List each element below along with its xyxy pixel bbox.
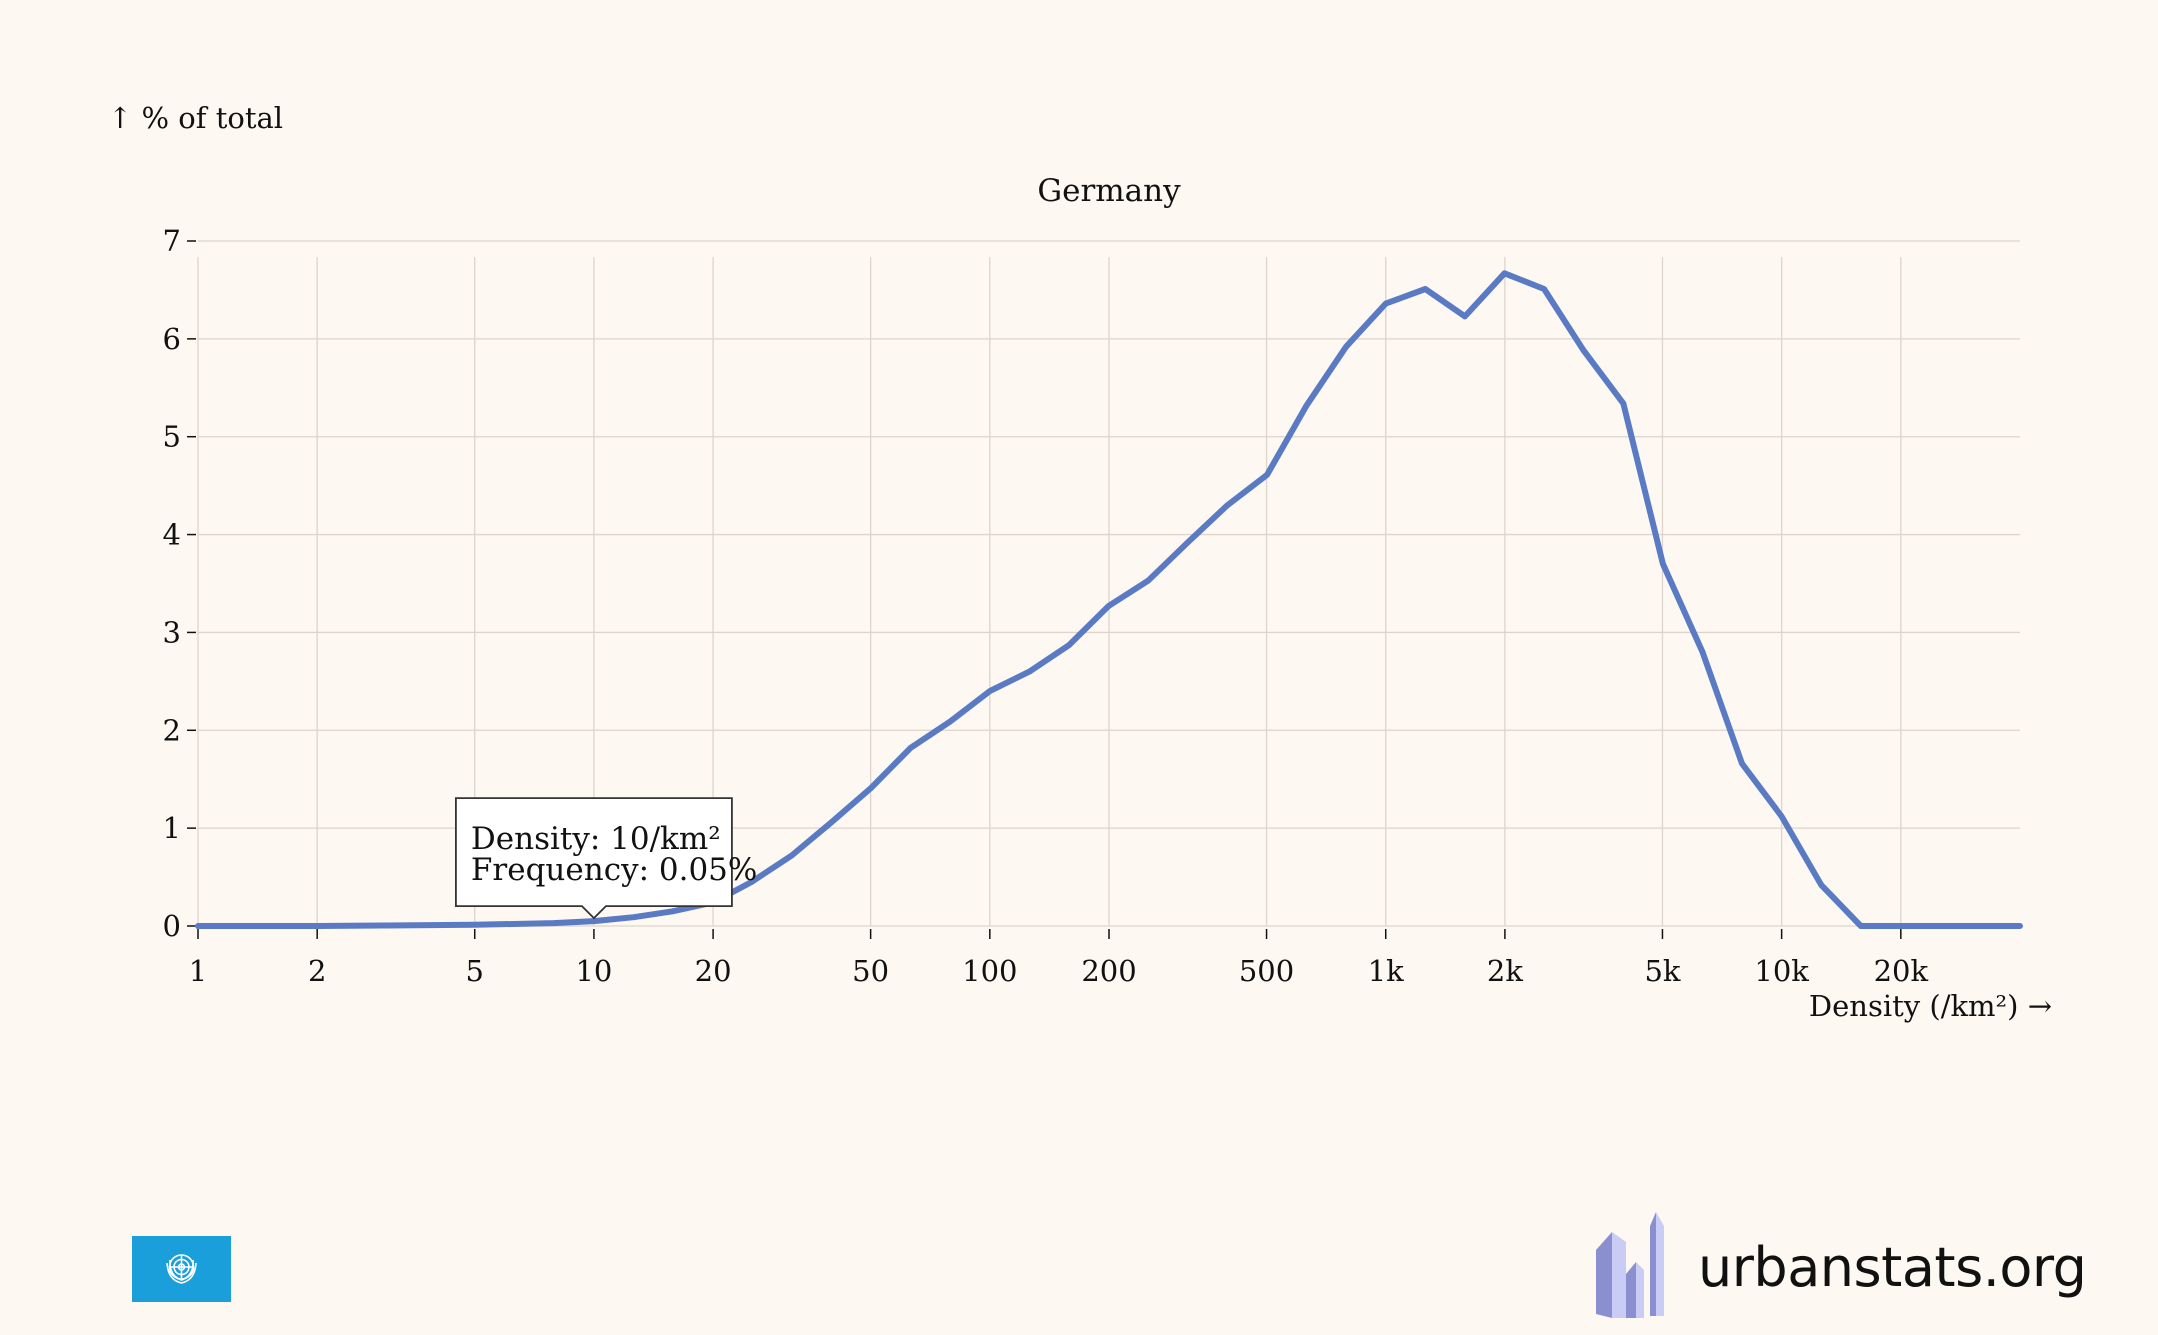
hover-tooltip: Density: 10/km² Frequency: 0.05%	[455, 797, 757, 920]
chart-title: Germany	[1037, 173, 1181, 209]
tooltip-box	[455, 797, 733, 920]
x-tick-label: 5k	[1644, 954, 1680, 988]
y-tick-label: 7	[163, 224, 181, 258]
y-tick-label: 1	[163, 811, 181, 845]
x-tick-label: 500	[1239, 954, 1294, 988]
x-tick-label: 200	[1081, 954, 1136, 988]
x-tick-label: 100	[962, 954, 1017, 988]
x-tick-label: 1	[189, 954, 207, 988]
x-tick-label: 2k	[1487, 954, 1523, 988]
x-tick-label: 20k	[1874, 954, 1929, 988]
x-tick-label: 2	[308, 954, 326, 988]
x-tick-label: 10	[575, 954, 612, 988]
tooltip-frequency-text: Frequency: 0.05%	[471, 852, 757, 888]
y-tick-label: 0	[163, 909, 181, 943]
y-tick-label: 3	[163, 615, 181, 649]
density-series-line	[195, 270, 2023, 929]
x-tick-label: 10k	[1754, 954, 1809, 988]
y-tick-label: 5	[163, 420, 181, 454]
series-layer	[195, 270, 2023, 929]
x-tick-label: 1k	[1368, 954, 1404, 988]
y-axis-label: ↑ % of total	[108, 101, 283, 135]
un-flag-icon	[132, 1236, 231, 1302]
tooltip-density-text: Density: 10/km²	[471, 821, 721, 857]
x-tick-label: 5	[466, 954, 484, 988]
x-tick-label: 20	[695, 954, 732, 988]
y-tick-label: 6	[163, 322, 181, 356]
grid-lines	[197, 240, 2020, 927]
urbanstats-buildings-icon	[1596, 1212, 1664, 1318]
y-tick-label: 4	[163, 518, 181, 552]
urbanstats-brand[interactable]: urbanstats.org	[1594, 1208, 2134, 1326]
x-tick-label: 50	[852, 954, 889, 988]
x-axis-label: Density (/km²) →	[1809, 989, 2052, 1023]
brand-name-text: urbanstats.org	[1698, 1236, 2087, 1299]
y-tick-label: 2	[163, 713, 181, 747]
